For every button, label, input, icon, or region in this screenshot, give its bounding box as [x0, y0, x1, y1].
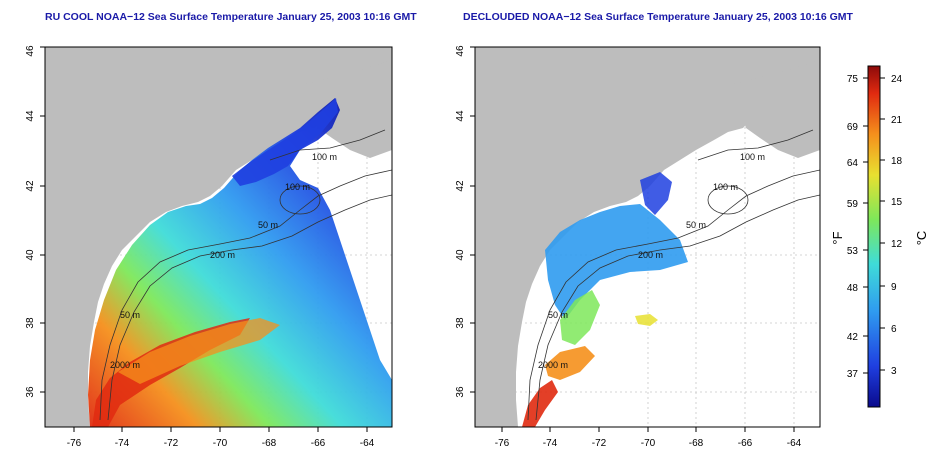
left-contour-label: 2000 m: [110, 360, 140, 370]
fahrenheit-tick: 37: [847, 369, 859, 380]
celsius-tick: 18: [891, 156, 903, 167]
left-blue-coastal-band: [232, 98, 338, 186]
y-tick-label: 40: [455, 249, 466, 261]
fahrenheit-tick: 53: [847, 246, 859, 257]
y-tick-label: 44: [455, 110, 466, 122]
left-nova-scotia: [300, 60, 392, 158]
colorbar-ticks: [863, 77, 885, 374]
x-tick-label: -64: [787, 438, 802, 449]
x-tick-label: -72: [592, 438, 607, 449]
left-axis-ticks: [40, 46, 368, 432]
left-contour-label: 100 m: [285, 182, 310, 192]
left-contour-label: 100 m: [312, 152, 337, 162]
x-tick-label: -74: [115, 438, 130, 449]
right-nova-scotia: [728, 60, 820, 158]
celsius-tick: 9: [891, 282, 897, 293]
left-map-title: RU COOL NOAA−12 Sea Surface Temperature …: [45, 11, 417, 23]
x-tick-label: -70: [641, 438, 656, 449]
celsius-tick: 21: [891, 115, 903, 126]
right-contour-label: 50 m: [686, 220, 706, 230]
left-contour-label: 50 m: [258, 220, 278, 230]
left-contour-label: 200 m: [210, 250, 235, 260]
right-contour-label: 100 m: [740, 152, 765, 162]
left-bathymetry-contours: [99, 129, 392, 421]
right-sst-patch-warm: [545, 346, 595, 380]
right-contour-label: 100 m: [713, 182, 738, 192]
x-tick-label: -74: [543, 438, 558, 449]
fahrenheit-tick: 64: [847, 158, 859, 169]
colorbar: [867, 65, 881, 408]
y-tick-label: 36: [25, 386, 36, 398]
x-tick-label: -68: [262, 438, 277, 449]
right-sst-patch-offshore: [635, 314, 658, 326]
right-axis-ticks: [470, 46, 795, 432]
x-tick-label: -66: [738, 438, 753, 449]
colorbar-c-labels: 24 21 18 15 12 9 6 3: [891, 74, 903, 377]
right-sst-patch-slope: [560, 290, 600, 345]
fahrenheit-tick: 42: [847, 332, 859, 343]
x-tick-label: -64: [360, 438, 375, 449]
left-contour-label: 50 m: [120, 310, 140, 320]
right-map-title: DECLOUDED NOAA−12 Sea Surface Temperatur…: [463, 11, 853, 23]
right-contour-labels: 100 m 100 m 50 m 200 m 50 m 2000 m: [538, 152, 765, 370]
right-x-tick-labels: -76 -74 -72 -70 -68 -66 -64: [495, 438, 802, 449]
right-sst-patch-shelf: [545, 204, 688, 320]
right-contour-label: 200 m: [638, 250, 663, 260]
celsius-tick: 24: [891, 74, 903, 85]
left-orange-band: [118, 318, 280, 384]
colorbar-celsius-label: °C: [914, 231, 929, 246]
right-bathymetry-contours: [527, 129, 820, 421]
right-map-panel: 100 m 100 m 50 m 200 m 50 m 2000 m: [475, 47, 820, 427]
right-sst-patch-north: [640, 172, 672, 215]
celsius-tick: 15: [891, 197, 903, 208]
left-map-panel: 100 m 100 m 50 m 200 m 50 m 2000 m: [45, 47, 392, 427]
celsius-tick: 3: [891, 366, 897, 377]
x-tick-label: -68: [689, 438, 704, 449]
y-tick-label: 40: [25, 249, 36, 261]
x-tick-label: -66: [311, 438, 326, 449]
right-land-mass: [475, 47, 820, 427]
y-tick-label: 44: [25, 110, 36, 122]
right-contour-label: 50 m: [548, 310, 568, 320]
left-map-frame: [44, 46, 393, 428]
fahrenheit-tick: 69: [847, 122, 859, 133]
x-tick-label: -76: [495, 438, 510, 449]
fahrenheit-tick: 59: [847, 199, 859, 210]
fahrenheit-tick: 75: [847, 74, 859, 85]
y-tick-label: 36: [455, 386, 466, 398]
right-contour-label: 2000 m: [538, 360, 568, 370]
y-tick-label: 46: [25, 45, 36, 57]
y-tick-label: 42: [25, 180, 36, 192]
left-y-tick-labels: 36 38 40 42 44 46: [25, 45, 36, 398]
x-tick-label: -72: [164, 438, 179, 449]
left-x-tick-labels: -76 -74 -72 -70 -68 -66 -64: [67, 438, 375, 449]
fahrenheit-tick: 48: [847, 283, 859, 294]
y-tick-label: 38: [455, 317, 466, 329]
y-tick-label: 38: [25, 317, 36, 329]
right-sst-patch-gulfstream: [522, 380, 558, 427]
celsius-tick: 6: [891, 324, 897, 335]
y-tick-label: 42: [455, 180, 466, 192]
x-tick-label: -76: [67, 438, 82, 449]
right-y-tick-labels: 36 38 40 42 44 46: [455, 45, 466, 398]
left-contour-labels: 100 m 100 m 50 m 200 m 50 m 2000 m: [110, 152, 337, 370]
colorbar-fahrenheit-label: °F: [830, 231, 845, 244]
x-tick-label: -70: [213, 438, 228, 449]
y-tick-label: 46: [455, 45, 466, 57]
celsius-tick: 12: [891, 239, 903, 250]
left-land-mass: [45, 47, 392, 427]
colorbar-f-labels: 75 69 64 59 53 48 42 37: [847, 74, 859, 380]
